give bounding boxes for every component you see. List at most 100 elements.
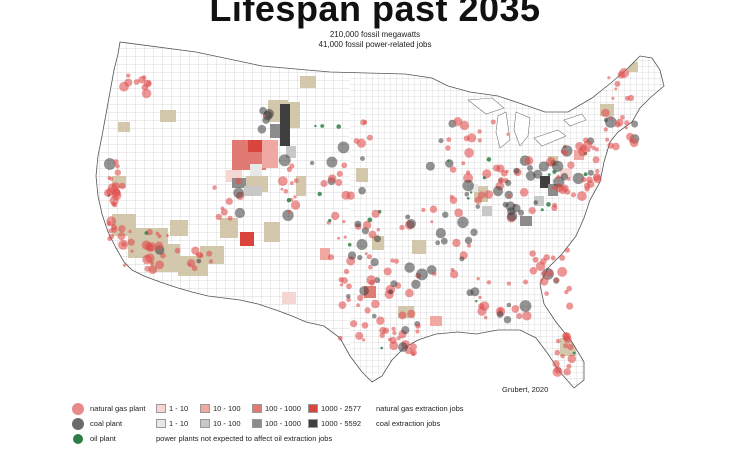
natural-gas-plant-marker bbox=[450, 270, 459, 279]
coal-plant-marker bbox=[502, 201, 509, 208]
natural-gas-plant-marker bbox=[227, 215, 233, 221]
gas-bin-2-label: 10 - 100 bbox=[213, 404, 241, 413]
coal-bin-1-label: 1 - 10 bbox=[169, 419, 189, 428]
coal-plant-marker bbox=[506, 302, 512, 308]
oil-plant-marker bbox=[328, 218, 332, 223]
natural-gas-plant-marker bbox=[516, 313, 523, 320]
natural-gas-plant-marker bbox=[119, 182, 126, 190]
natural-gas-plant-marker bbox=[117, 232, 126, 241]
gas-extraction-category: natural gas extraction jobs bbox=[376, 404, 464, 413]
natural-gas-plant-marker bbox=[482, 169, 492, 179]
natural-gas-plant-marker bbox=[141, 84, 149, 91]
natural-gas-plant-marker bbox=[376, 316, 385, 325]
coal-plant-marker bbox=[513, 167, 520, 174]
natural-gas-plant-marker bbox=[235, 177, 242, 185]
legend-coal-plant-label: coal plant bbox=[90, 419, 123, 428]
natural-gas-plant-marker bbox=[113, 159, 119, 165]
natural-gas-plant-marker bbox=[277, 176, 288, 187]
natural-gas-plant-marker bbox=[195, 252, 199, 257]
natural-gas-plant-marker bbox=[342, 219, 346, 224]
legend-row-oil: oil plant power plants not expected to a… bbox=[72, 432, 732, 447]
natural-gas-plant-marker bbox=[331, 211, 340, 221]
natural-gas-plant-marker bbox=[371, 299, 380, 309]
oil-plant-marker bbox=[380, 346, 384, 350]
oil-extraction-note: power plants not expected to affect oil … bbox=[156, 434, 333, 443]
coal-plant-marker bbox=[435, 240, 441, 246]
natural-gas-plant-marker bbox=[566, 363, 572, 369]
natural-gas-plant-marker bbox=[484, 190, 494, 199]
natural-gas-plant-marker bbox=[483, 315, 488, 320]
natural-gas-plant-marker bbox=[506, 281, 511, 286]
natural-gas-plant-marker bbox=[108, 233, 115, 240]
coal-extraction-category: coal extraction jobs bbox=[376, 419, 441, 428]
natural-gas-plant-marker bbox=[461, 161, 466, 166]
natural-gas-plant-marker bbox=[391, 326, 396, 331]
oil-plant-marker bbox=[144, 231, 149, 235]
coal-plant-marker bbox=[406, 219, 417, 229]
coal-plant-marker bbox=[533, 169, 543, 179]
natural-gas-plant-marker bbox=[539, 277, 549, 286]
natural-gas-plant-marker bbox=[541, 270, 547, 277]
coal-plant-marker bbox=[347, 251, 357, 260]
natural-gas-plant-marker bbox=[360, 119, 367, 126]
natural-gas-plant-marker bbox=[562, 149, 567, 155]
coal-plant-marker bbox=[346, 294, 351, 299]
natural-gas-plant-marker bbox=[529, 267, 538, 275]
natural-gas-plant-marker bbox=[626, 132, 634, 141]
coal-plant-marker bbox=[374, 277, 381, 284]
coal-plant-marker bbox=[103, 158, 116, 170]
coal-plant-marker bbox=[445, 159, 454, 168]
oil-plant-marker bbox=[347, 242, 352, 247]
natural-gas-plant-marker bbox=[383, 267, 392, 276]
oil-plant-marker bbox=[552, 169, 557, 174]
natural-gas-plant-marker bbox=[133, 79, 140, 85]
coal-plant-marker bbox=[326, 156, 338, 168]
natural-gas-plant-marker bbox=[337, 335, 343, 341]
coal-plant-marker bbox=[374, 235, 381, 243]
natural-gas-plant-marker bbox=[450, 166, 457, 173]
natural-gas-plant-marker bbox=[614, 80, 621, 87]
natural-gas-plant-marker bbox=[563, 368, 571, 376]
coal-plant-marker bbox=[404, 262, 415, 273]
coal-plant-marker bbox=[398, 342, 408, 352]
natural-gas-plant-marker bbox=[396, 336, 401, 341]
oil-plant-marker bbox=[466, 197, 470, 200]
legend-oil-plant-label: oil plant bbox=[90, 434, 116, 443]
natural-gas-plant-marker bbox=[608, 116, 613, 120]
oil-plant-marker bbox=[475, 300, 478, 303]
natural-gas-plant-marker bbox=[607, 76, 611, 80]
natural-gas-plant-marker bbox=[564, 289, 569, 295]
oil-plant-marker bbox=[540, 208, 544, 212]
oil-plant-marker bbox=[546, 202, 551, 207]
oil-plant-marker bbox=[336, 124, 342, 129]
oil-plant-marker bbox=[314, 124, 317, 128]
natural-gas-plant-marker bbox=[467, 243, 471, 248]
natural-gas-plant-marker bbox=[280, 187, 284, 191]
coal-plant-marker bbox=[196, 258, 202, 264]
natural-gas-plant-marker bbox=[366, 134, 373, 141]
natural-gas-plant-marker bbox=[366, 275, 376, 285]
natural-gas-plant-marker bbox=[629, 139, 633, 143]
natural-gas-plant-marker bbox=[148, 265, 158, 274]
coal-plant-marker bbox=[358, 186, 366, 195]
natural-gas-plant-marker bbox=[593, 175, 602, 184]
natural-gas-plant-marker bbox=[366, 254, 372, 260]
natural-gas-plant-marker bbox=[115, 163, 120, 169]
natural-gas-plant-marker bbox=[407, 309, 416, 318]
natural-gas-plant-marker bbox=[567, 354, 577, 364]
legend-row-gas: natural gas plant 1 - 10 10 - 100 100 - … bbox=[72, 402, 732, 417]
coal-plant-marker bbox=[475, 204, 481, 209]
natural-gas-plant-marker bbox=[357, 294, 364, 302]
natural-gas-plant-marker bbox=[130, 249, 134, 253]
natural-gas-plant-marker bbox=[554, 349, 561, 356]
natural-gas-plant-marker bbox=[350, 320, 358, 328]
natural-gas-plant-marker bbox=[165, 234, 169, 237]
natural-gas-plant-marker bbox=[141, 75, 147, 80]
coal-bin-3-label: 100 - 1000 bbox=[265, 419, 301, 428]
natural-gas-plant-marker bbox=[592, 156, 600, 164]
coal-plant-marker bbox=[525, 170, 536, 181]
natural-gas-plant-marker bbox=[511, 305, 520, 313]
natural-gas-plant-marker bbox=[198, 253, 204, 258]
coal-plant-marker bbox=[552, 160, 564, 172]
natural-gas-plant-marker bbox=[544, 291, 549, 296]
